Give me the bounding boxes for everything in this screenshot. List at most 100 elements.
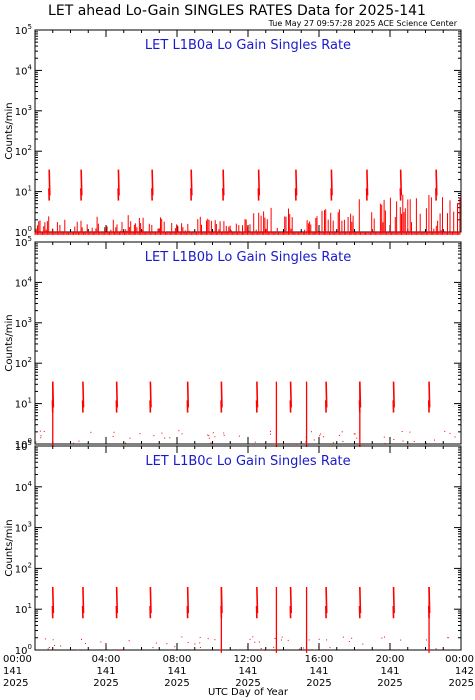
rate-dot — [351, 637, 353, 639]
timestamp: Tue May 27 09:57:28 2025 ACE Science Cen… — [268, 19, 458, 28]
rate-dot — [166, 643, 168, 645]
rate-spike — [222, 169, 225, 201]
rate-spike — [289, 381, 292, 413]
rate-spike — [81, 586, 85, 619]
x-tick-doy: 141 — [238, 666, 257, 677]
x-tick-year: 2025 — [164, 678, 189, 689]
rate-dot — [273, 646, 275, 648]
rate-dot — [35, 441, 37, 443]
rate-spike — [255, 586, 259, 619]
y-tick-label: 100 — [15, 643, 32, 657]
x-axis: 00:00141202504:00141202508:00141202512:0… — [3, 654, 474, 689]
rate-dot — [274, 637, 276, 639]
rate-dot — [246, 646, 248, 648]
panel-frame — [34, 241, 462, 445]
y-tick-base: 10 — [15, 188, 28, 199]
rate-spike — [149, 586, 152, 619]
x-tick-time: 04:00 — [92, 654, 121, 665]
rate-dot — [281, 636, 283, 638]
y-tick-base: 10 — [15, 359, 28, 370]
rate-dot — [413, 440, 415, 442]
rate-dot — [273, 443, 275, 445]
x-tick-year: 2025 — [93, 678, 118, 689]
rate-spike — [48, 169, 51, 201]
rate-dot — [169, 437, 171, 439]
rate-dot — [54, 644, 56, 646]
rate-dot — [199, 646, 201, 648]
rate-dot — [263, 649, 265, 651]
y-tick-label: 103 — [15, 104, 32, 118]
rate-dot — [435, 648, 437, 650]
rate-dot — [425, 442, 427, 444]
rate-dot — [210, 442, 212, 444]
x-tick-year: 2025 — [306, 678, 331, 689]
rate-dot — [113, 431, 115, 433]
rate-dot — [252, 636, 254, 638]
x-tick-year: 2025 — [3, 678, 28, 689]
rate-spike — [220, 586, 223, 619]
y-tick-label: 104 — [15, 275, 33, 289]
rate-baseline — [34, 194, 461, 235]
y-tick-exp: 5 — [28, 439, 32, 447]
y-tick-base: 10 — [15, 147, 28, 158]
y-tick-exp: 4 — [28, 480, 33, 488]
y-tick-label: 100 — [15, 225, 32, 239]
rate-dot — [402, 440, 404, 442]
rate-spike — [358, 586, 362, 619]
rate-dot — [332, 442, 334, 444]
rate-dot — [129, 437, 131, 439]
y-tick-exp: 3 — [28, 316, 32, 324]
rate-dot — [401, 430, 403, 432]
rate-spike — [294, 169, 298, 201]
rate-dot — [161, 432, 163, 434]
y-tick-base: 10 — [15, 440, 28, 451]
y-tick-base: 10 — [15, 26, 28, 37]
y-tick-label: 103 — [15, 316, 32, 330]
rate-spike — [220, 381, 223, 413]
y-tick-base: 10 — [15, 228, 28, 239]
rate-dot — [208, 437, 210, 439]
rate-dot — [381, 637, 383, 639]
rate-dot — [40, 437, 42, 439]
rate-dot — [356, 437, 358, 439]
rate-dot — [40, 435, 42, 437]
y-tick-base: 10 — [15, 483, 28, 494]
rate-dot — [338, 434, 340, 436]
y-axis-label: Counts/min — [4, 314, 15, 371]
rate-dot — [383, 436, 385, 438]
rate-dot — [313, 439, 315, 441]
y-tick-exp: 4 — [28, 275, 33, 283]
y-tick-exp: 1 — [28, 397, 32, 405]
x-tick-time: 00:00 — [445, 654, 474, 665]
rate-dot — [199, 636, 201, 638]
x-tick-doy: 141 — [167, 666, 186, 677]
rate-spike — [117, 169, 120, 201]
y-tick-exp: 3 — [28, 104, 32, 112]
y-tick-exp: 5 — [28, 235, 32, 243]
rate-spike — [186, 381, 190, 413]
y-tick-label: 100 — [15, 437, 32, 451]
rate-spike — [289, 586, 292, 619]
rate-dot — [105, 643, 107, 645]
y-tick-base: 10 — [15, 524, 28, 535]
y-tick-label: 105 — [15, 235, 32, 249]
rate-spike — [190, 169, 193, 201]
rate-spike — [51, 381, 55, 413]
rate-dot — [153, 435, 155, 437]
x-tick-doy: 141 — [309, 666, 328, 677]
x-tick-time: 16:00 — [305, 654, 334, 665]
rate-dot — [383, 636, 385, 638]
rate-spike — [80, 169, 83, 201]
rate-dot — [112, 436, 114, 438]
rate-dot — [319, 435, 321, 437]
rate-dot — [305, 441, 307, 443]
rate-dot — [44, 638, 46, 640]
rate-spike — [392, 381, 395, 413]
rate-dot — [447, 637, 449, 639]
rate-dot — [409, 431, 411, 433]
rate-dot — [214, 436, 216, 438]
rate-spike — [358, 381, 362, 413]
